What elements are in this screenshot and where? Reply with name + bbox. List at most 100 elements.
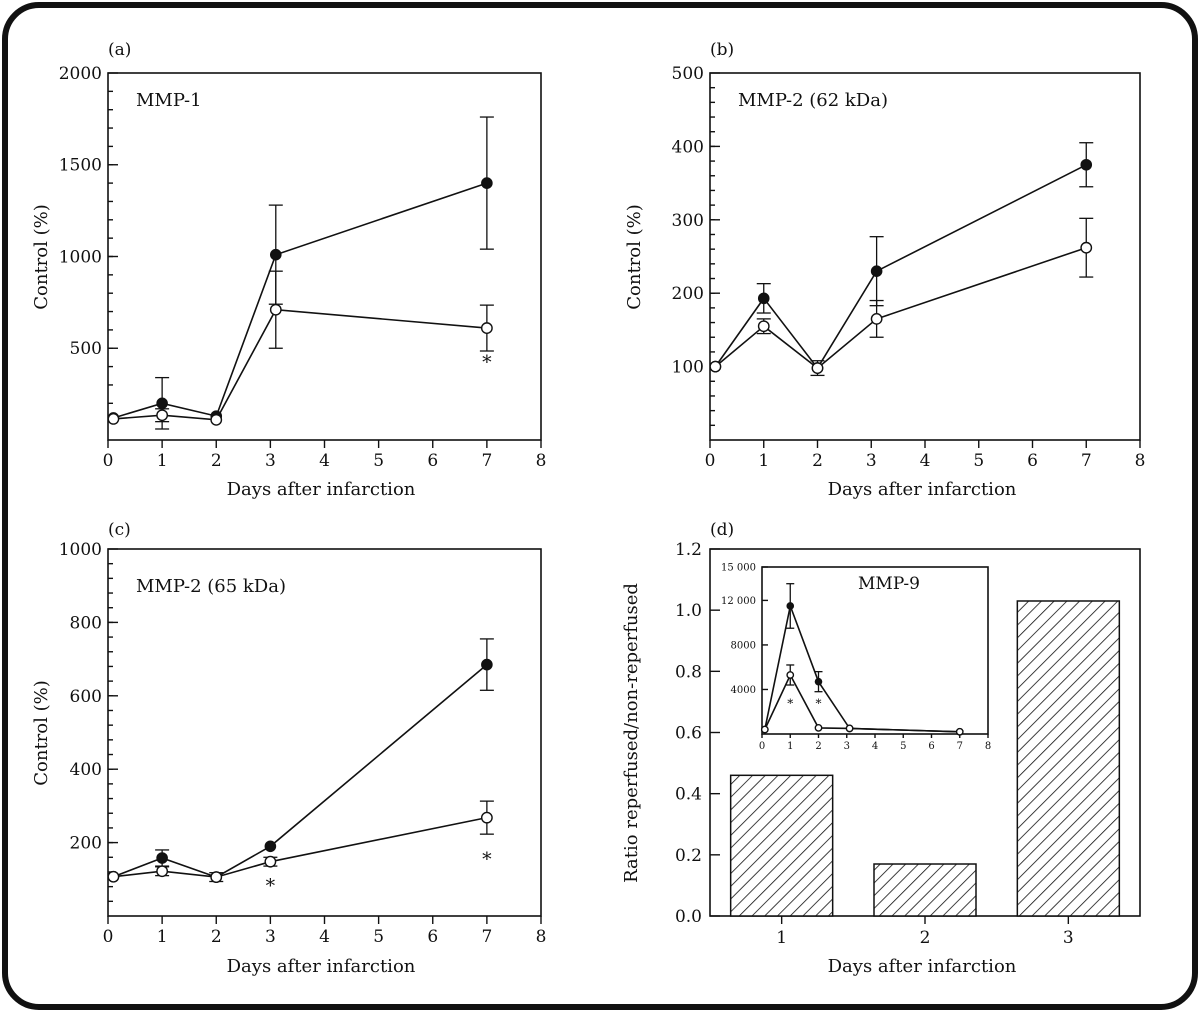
data-point-open (955, 727, 964, 736)
x-tick-label: 5 (900, 741, 906, 752)
panel-b: (b) MMP-2 (62 kDa) Control (%) Days afte… (624, 40, 1145, 500)
x-tick-label: 5 (373, 451, 384, 471)
data-point-filled (786, 602, 795, 610)
significance-asterisk: * (482, 351, 492, 373)
x-axis-label: Days after infarction (828, 956, 1017, 977)
x-tick-label: 8 (1135, 451, 1146, 471)
data-point-filled (264, 840, 277, 853)
x-tick-label: 1 (787, 741, 793, 752)
data-point-filled (1080, 158, 1093, 171)
data-point-filled (481, 658, 493, 671)
x-tick-label: 6 (928, 741, 934, 752)
panel-a: (a) MMP-1 Control (%) Days after infarct… (31, 40, 546, 500)
x-tick-label: 3 (1063, 928, 1074, 948)
x-tick-label: 4 (319, 927, 330, 947)
significance-asterisk: * (266, 875, 276, 897)
plot-area: 0 1 2 3 4 5 6 7 8 100 200 300 400 500 (672, 64, 1146, 471)
y-axis-label: Ratio reperfused/non-reperfused (621, 583, 642, 883)
x-tick-label: 2 (920, 928, 931, 948)
panel-label: (d) (710, 520, 734, 540)
y-axis-label: Control (%) (31, 680, 52, 786)
data-point-open (264, 855, 277, 868)
x-tick-label: 6 (427, 451, 438, 471)
y-tick-label: 0.4 (675, 785, 702, 805)
y-tick-label: 1.0 (675, 601, 702, 621)
data-point-open (156, 865, 169, 878)
y-tick-label: 1000 (59, 247, 102, 267)
bar-day-3 (1016, 600, 1121, 917)
x-tick-label: 8 (536, 927, 547, 947)
panel-c: (c) MMP-2 (65 kDa) Control (%) Days afte… (31, 520, 546, 977)
x-tick-label: 8 (985, 741, 991, 752)
data-point-open (870, 312, 883, 325)
y-tick-label: 15 000 (721, 563, 756, 574)
x-tick-label: 0 (103, 451, 114, 471)
y-tick-label: 400 (70, 760, 102, 780)
significance-asterisk: * (787, 696, 793, 710)
bar-day-1 (729, 774, 834, 917)
y-tick-label: 100 (672, 358, 704, 378)
chart-title: MMP-1 (136, 90, 202, 111)
x-tick-label: 0 (705, 451, 716, 471)
y-tick-label: 200 (70, 834, 102, 854)
x-tick-label: 2 (815, 741, 821, 752)
y-tick-label: 12 000 (721, 596, 756, 607)
x-tick-label: 3 (265, 451, 276, 471)
y-tick-label: 4000 (731, 685, 756, 696)
x-tick-label: 0 (759, 741, 765, 752)
y-tick-label: 1500 (59, 156, 102, 176)
y-tick-label: 600 (70, 687, 102, 707)
data-point-open (480, 811, 493, 824)
x-tick-label: 2 (211, 927, 222, 947)
x-tick-label: 1 (758, 451, 769, 471)
x-tick-label: 7 (481, 927, 492, 947)
y-tick-label: 0.2 (675, 846, 702, 866)
panel-label: (c) (108, 520, 131, 540)
chart-title: MMP-2 (62 kDa) (738, 90, 888, 111)
panel-label: (b) (710, 40, 734, 60)
x-tick-label: 3 (866, 451, 877, 471)
x-tick-label: 6 (1027, 451, 1038, 471)
plot-area: 0.0 0.2 0.4 0.6 0.8 1.0 1.2 1 2 3 (675, 540, 1141, 948)
y-axis-label: Control (%) (624, 204, 645, 310)
x-tick-label: 3 (844, 741, 850, 752)
data-point-filled (156, 397, 168, 410)
data-point-filled (814, 677, 823, 686)
y-tick-label: 200 (672, 284, 704, 304)
data-point-open (757, 320, 770, 333)
plot-area: 0 1 2 3 4 5 6 7 8 4000 8000 12 000 15 000 * * (721, 563, 991, 753)
x-tick-label: 7 (957, 741, 963, 752)
x-tick-label: 7 (481, 451, 492, 471)
data-point-open (480, 322, 493, 334)
data-point-open (709, 360, 722, 373)
y-tick-label: 0.6 (675, 724, 702, 744)
x-tick-label: 4 (920, 451, 931, 471)
x-tick-label: 4 (319, 451, 330, 471)
y-tick-label: 0.8 (675, 662, 702, 682)
y-tick-label: 1000 (59, 540, 102, 560)
data-point-filled (870, 265, 883, 277)
x-tick-label: 1 (776, 928, 787, 948)
inset-title: MMP-9 (858, 574, 920, 594)
x-tick-label: 5 (973, 451, 984, 471)
data-point-open (156, 409, 169, 422)
data-point-filled (269, 248, 282, 261)
data-point-open (786, 671, 795, 679)
y-tick-label: 2000 (59, 64, 102, 84)
data-point-open (210, 871, 223, 883)
data-point-open (1080, 241, 1093, 254)
data-point-open (814, 723, 823, 732)
x-tick-label: 3 (265, 927, 276, 947)
y-tick-label: 400 (672, 137, 704, 157)
data-point-open (845, 724, 854, 733)
plot-area: 0 1 2 3 4 5 6 7 8 500 1000 1500 2000 * (59, 64, 547, 471)
y-tick-label: 800 (70, 613, 102, 633)
y-tick-label: 500 (672, 64, 704, 84)
y-tick-label: 0.0 (675, 907, 702, 927)
data-point-open (760, 725, 769, 734)
x-tick-label: 7 (1081, 451, 1092, 471)
panel-d: (d) Ratio reperfused/non-reperfused Days… (621, 520, 1141, 977)
